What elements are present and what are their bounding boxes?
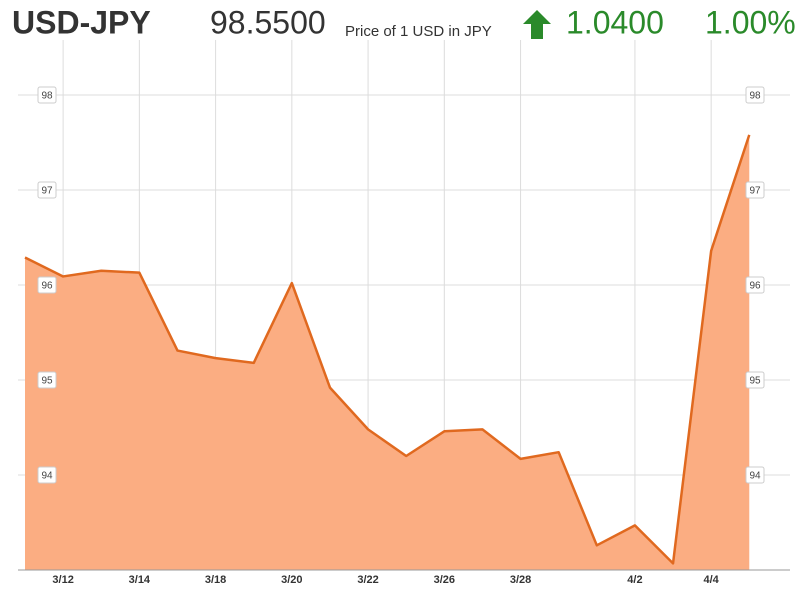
up-arrow bbox=[523, 10, 551, 39]
change: 1.0400 bbox=[566, 4, 664, 40]
y-tick-box bbox=[37, 371, 57, 389]
y-tick-label: 96 bbox=[41, 281, 53, 292]
y-tick-label: 94 bbox=[41, 471, 53, 482]
y-tick-box bbox=[745, 466, 765, 484]
y-tick-box bbox=[745, 181, 765, 199]
y-tick-label: 95 bbox=[41, 376, 53, 387]
x-tick-label: 3/20 bbox=[281, 574, 302, 586]
x-tick-label: 3/18 bbox=[205, 574, 226, 586]
y-tick-label: 98 bbox=[41, 91, 53, 102]
y-tick-label: 98 bbox=[749, 91, 761, 102]
y-tick-box bbox=[37, 86, 57, 104]
y-tick-label: 96 bbox=[749, 281, 761, 292]
y-tick-box bbox=[37, 181, 57, 199]
x-tick-label: 3/22 bbox=[357, 574, 378, 586]
y-tick-label: 97 bbox=[41, 186, 53, 197]
x-tick-label: 3/26 bbox=[434, 574, 455, 586]
y-tick-box bbox=[37, 276, 57, 294]
price-label: Price of 1 USD in JPY bbox=[345, 23, 492, 40]
x-tick-label: 4/4 bbox=[704, 574, 720, 586]
price: 98.5500 bbox=[210, 4, 326, 40]
change-pct: 1.00% bbox=[705, 4, 796, 40]
x-tick-label: 3/12 bbox=[52, 574, 73, 586]
y-tick-label: 95 bbox=[749, 376, 761, 387]
symbol: USD-JPY bbox=[12, 4, 151, 40]
x-tick-label: 3/28 bbox=[510, 574, 531, 586]
y-tick-label: 94 bbox=[749, 471, 761, 482]
y-tick-box bbox=[745, 371, 765, 389]
y-tick-box bbox=[745, 276, 765, 294]
line bbox=[24, 134, 751, 565]
y-tick-box bbox=[37, 466, 57, 484]
x-tick-label: 3/14 bbox=[129, 574, 151, 586]
y-tick-box bbox=[745, 86, 765, 104]
x-tick-label: 4/2 bbox=[627, 574, 642, 586]
y-tick-label: 97 bbox=[749, 186, 761, 197]
area-fill bbox=[25, 134, 750, 570]
